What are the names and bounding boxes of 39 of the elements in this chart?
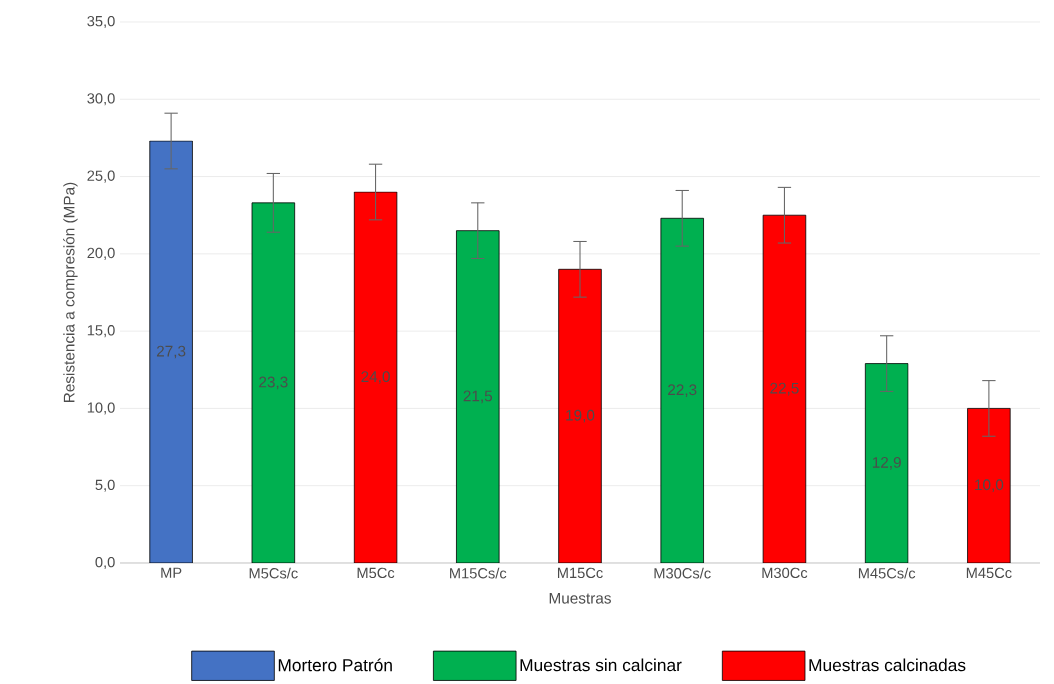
x-tick-label: M5Cs/c [249,567,298,579]
data-label: 22,3 [668,384,697,397]
bar [353,191,398,563]
data-label: 19,0 [566,409,595,423]
data-label: 12,9 [872,456,901,470]
data-label: 10,0 [975,479,1004,493]
legend-label: Mortero Patrón [278,658,392,672]
data-label: 24,0 [361,371,390,384]
legend-label: Muestras calcinadas [809,658,966,672]
x-tick-label: MP [161,567,182,578]
data-label: 21,5 [463,390,493,404]
y-tick-label: 25,0 [87,170,115,183]
x-axis-title: Muestras [549,592,611,604]
x-tick-label: M30Cc [762,567,808,579]
bar [251,202,296,563]
y-tick-label: 0,0 [95,556,115,570]
x-tick-label: M30Cs/c [654,567,711,579]
data-label: 22,5 [770,382,799,396]
y-axis-title: Resistencia a compresión (MPa) [63,182,78,403]
y-tick-label: 30,0 [87,93,115,106]
y-tick-label: 10,0 [87,402,115,415]
x-tick-label: M15Cs/c [450,567,507,579]
y-tick-label: 20,0 [87,247,115,260]
data-label: 27,3 [156,345,186,359]
bar [762,214,807,563]
x-tick-label: M15Cc [557,567,603,579]
bar [456,230,500,563]
bar [558,268,602,563]
data-label: 23,3 [259,376,288,390]
x-tick-label: M45Cs/c [858,567,916,579]
bar [660,217,704,563]
x-tick-label: M5Cc [357,567,395,579]
y-tick-label: 15,0 [87,325,115,338]
x-tick-label: M45Cc [966,567,1012,579]
legend-label: Muestras sin calcinar [520,658,682,672]
y-tick-label: 35,0 [87,15,115,29]
y-tick-label: 5,0 [95,479,115,492]
bar [967,408,1011,563]
bar [864,363,909,563]
